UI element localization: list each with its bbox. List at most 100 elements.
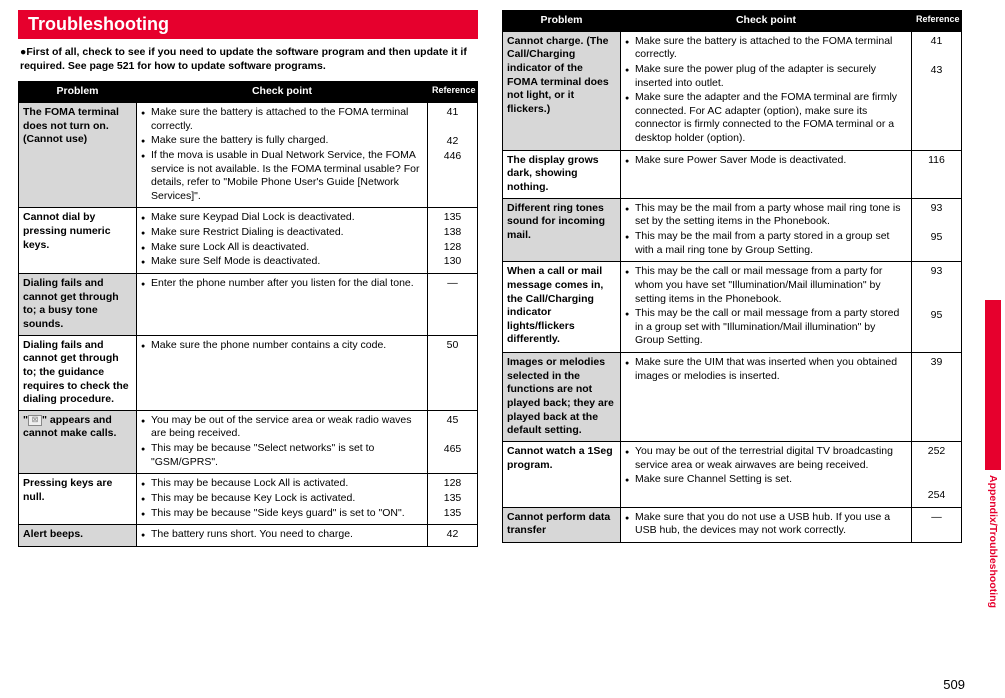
problem-cell: Cannot watch a 1Seg program.	[503, 441, 621, 507]
check-item: The battery runs short. You need to char…	[141, 528, 423, 542]
check-cell: Make sure the UIM that was inserted when…	[621, 353, 912, 442]
check-cell: Make sure that you do not use a USB hub.…	[621, 507, 912, 542]
right-column: Problem Check point Reference Cannot cha…	[502, 10, 962, 547]
check-item: This may be because "Select networks" is…	[141, 442, 423, 469]
check-item: This may be because "Side keys guard" is…	[141, 507, 423, 521]
table-row: Cannot watch a 1Seg program.You may be o…	[503, 441, 962, 507]
check-item: If the mova is usable in Dual Network Se…	[141, 149, 423, 204]
ref-value: 116	[916, 154, 957, 168]
check-item: You may be out of the terrestrial digita…	[625, 445, 907, 472]
ref-cell: 45 465	[428, 410, 478, 474]
left-column: Troubleshooting ●First of all, check to …	[18, 10, 478, 547]
check-item: Make sure the phone number contains a ci…	[141, 339, 423, 353]
ref-cell: 39	[912, 353, 962, 442]
check-item: Enter the phone number after you listen …	[141, 277, 423, 291]
table-row: The display grows dark, showing nothing.…	[503, 150, 962, 198]
check-item: Make sure Lock All is deactivated.	[141, 241, 423, 255]
ref-value: 138	[432, 226, 473, 240]
check-item: Make sure the battery is attached to the…	[141, 106, 423, 133]
ref-value	[916, 216, 957, 230]
ref-value: 465	[432, 443, 473, 457]
table-row: Alert beeps.The battery runs short. You …	[19, 525, 478, 547]
troubleshooting-table-left: Problem Check point Reference The FOMA t…	[18, 81, 478, 547]
ref-value: 41	[916, 35, 957, 49]
ref-value: 128	[432, 477, 473, 491]
check-item: This may be the call or mail message fro…	[625, 265, 907, 306]
check-item: Make sure Power Saver Mode is deactivate…	[625, 154, 907, 168]
check-item: This may be the mail from a party stored…	[625, 230, 907, 257]
intro-text: ●First of all, check to see if you need …	[18, 45, 478, 73]
check-item: This may be the mail from a party whose …	[625, 202, 907, 229]
ref-cell: 128135135	[428, 474, 478, 525]
ref-value: 45	[432, 414, 473, 428]
problem-cell: When a call or mail message comes in, th…	[503, 262, 621, 353]
check-item: Make sure Channel Setting is set.	[625, 473, 907, 487]
side-tab	[985, 300, 1001, 470]
ref-value: 135	[432, 492, 473, 506]
problem-cell: Dialing fails and cannot get through to;…	[19, 335, 137, 410]
table-row: When a call or mail message comes in, th…	[503, 262, 962, 353]
problem-cell: Different ring tones sound for incoming …	[503, 198, 621, 262]
ref-value: 43	[916, 64, 957, 78]
th-ref: Reference	[912, 11, 962, 32]
check-item: This may be because Lock All is activate…	[141, 477, 423, 491]
table-row: Pressing keys are null. This may be becau…	[19, 474, 478, 525]
check-cell: Make sure Power Saver Mode is deactivate…	[621, 150, 912, 198]
ref-cell: —	[912, 507, 962, 542]
table-row: The FOMA terminal does not turn on. (Can…	[19, 102, 478, 207]
ref-cell: 41 42446	[428, 102, 478, 207]
ref-value: 95	[916, 231, 957, 245]
ref-value: 42	[432, 528, 473, 542]
check-item: Make sure the power plug of the adapter …	[625, 63, 907, 90]
signal-icon: ☒	[28, 415, 42, 426]
th-check: Check point	[137, 82, 428, 103]
table-row: Different ring tones sound for incoming …	[503, 198, 962, 262]
th-check: Check point	[621, 11, 912, 32]
th-problem: Problem	[503, 11, 621, 32]
problem-cell: The FOMA terminal does not turn on. (Can…	[19, 102, 137, 207]
check-item: Make sure the adapter and the FOMA termi…	[625, 91, 907, 146]
ref-value: 446	[432, 150, 473, 164]
check-item: Make sure Keypad Dial Lock is deactivate…	[141, 211, 423, 225]
problem-cell: Pressing keys are null.	[19, 474, 137, 525]
check-cell: Make sure the phone number contains a ci…	[137, 335, 428, 410]
problem-cell: Cannot perform data transfer	[503, 507, 621, 542]
ref-cell: —	[428, 274, 478, 336]
problem-cell: Images or melodies selected in the funct…	[503, 353, 621, 442]
check-cell: This may be the mail from a party whose …	[621, 198, 912, 262]
table-row: Cannot perform data transferMake sure th…	[503, 507, 962, 542]
ref-value: 93	[916, 202, 957, 216]
table-row: Images or melodies selected in the funct…	[503, 353, 962, 442]
ref-value	[432, 428, 473, 442]
problem-cell: The display grows dark, showing nothing.	[503, 150, 621, 198]
ref-cell: 41 43	[912, 31, 962, 150]
ref-value	[432, 121, 473, 135]
ref-value: —	[432, 277, 473, 291]
ref-value: 128	[432, 241, 473, 255]
ref-value: 135	[432, 211, 473, 225]
ref-cell: 93 95	[912, 198, 962, 262]
ref-value: 39	[916, 356, 957, 370]
check-item: Make sure the battery is fully charged.	[141, 134, 423, 148]
problem-cell: Dialing fails and cannot get through to;…	[19, 274, 137, 336]
problem-cell: "☒" appears and cannot make calls.	[19, 410, 137, 474]
ref-value: 41	[432, 106, 473, 120]
check-cell: Enter the phone number after you listen …	[137, 274, 428, 336]
ref-cell: 135138128130	[428, 208, 478, 274]
table-row: Cannot dial by pressing numeric keys.Mak…	[19, 208, 478, 274]
check-cell: Make sure Keypad Dial Lock is deactivate…	[137, 208, 428, 274]
check-cell: Make sure the battery is attached to the…	[621, 31, 912, 150]
section-title: Troubleshooting	[18, 10, 478, 39]
check-cell: This may be because Lock All is activate…	[137, 474, 428, 525]
check-item: Make sure the UIM that was inserted when…	[625, 356, 907, 383]
th-problem: Problem	[19, 82, 137, 103]
ref-cell: 42	[428, 525, 478, 547]
check-cell: The battery runs short. You need to char…	[137, 525, 428, 547]
ref-value	[916, 295, 957, 309]
ref-cell: 50	[428, 335, 478, 410]
check-item: Make sure Self Mode is deactivated.	[141, 255, 423, 269]
ref-value: 93	[916, 265, 957, 279]
ref-value	[916, 460, 957, 474]
ref-cell: 116	[912, 150, 962, 198]
table-row: Dialing fails and cannot get through to;…	[19, 335, 478, 410]
